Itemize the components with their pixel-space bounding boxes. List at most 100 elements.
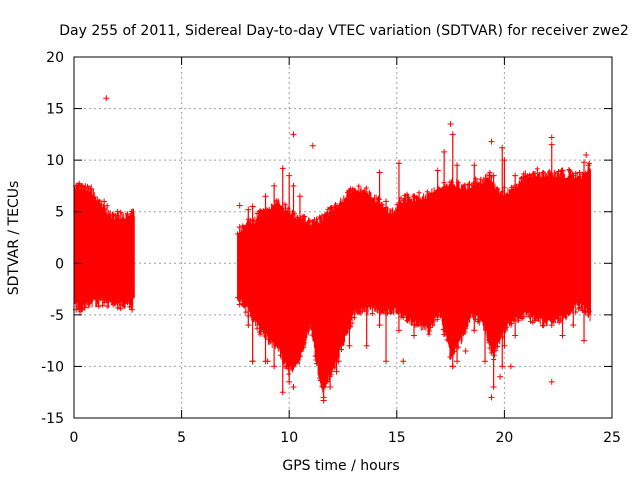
data-point bbox=[301, 344, 307, 350]
y-tick-label: -10 bbox=[41, 359, 64, 375]
data-point bbox=[290, 182, 297, 189]
data-point bbox=[245, 206, 252, 213]
data-point bbox=[243, 309, 249, 315]
data-point bbox=[454, 358, 461, 365]
data-point bbox=[254, 325, 260, 331]
data-point bbox=[424, 189, 430, 195]
data-point bbox=[129, 210, 136, 217]
data-point bbox=[528, 318, 534, 324]
data-point bbox=[333, 224, 340, 231]
data-point bbox=[379, 201, 385, 207]
x-tick-label: 0 bbox=[70, 430, 79, 446]
data-point bbox=[323, 379, 329, 385]
data-point bbox=[581, 159, 588, 166]
data-point bbox=[540, 323, 546, 329]
data-point bbox=[406, 194, 412, 200]
data-point bbox=[309, 322, 316, 329]
data-point bbox=[363, 185, 369, 191]
data-point-outlier bbox=[507, 363, 514, 370]
data-point bbox=[332, 203, 338, 209]
data-point bbox=[427, 328, 433, 334]
y-tick-label: 0 bbox=[55, 256, 64, 272]
data-point bbox=[333, 368, 340, 375]
data-point bbox=[512, 332, 519, 339]
data-point bbox=[585, 162, 592, 169]
data-point bbox=[369, 311, 375, 317]
data-point bbox=[302, 214, 308, 220]
data-point bbox=[466, 315, 472, 321]
data-point bbox=[271, 363, 278, 370]
data-point bbox=[118, 306, 124, 312]
data-point bbox=[118, 209, 124, 215]
data-point bbox=[395, 327, 402, 334]
y-tick-label: -5 bbox=[50, 308, 64, 324]
plot-frame bbox=[73, 56, 613, 419]
data-point bbox=[302, 340, 308, 346]
data-point bbox=[100, 302, 106, 308]
data-point bbox=[426, 331, 432, 337]
data-point bbox=[559, 332, 566, 339]
data-point bbox=[462, 329, 468, 335]
data-point bbox=[236, 301, 243, 308]
data-point bbox=[245, 322, 252, 329]
data-point bbox=[325, 206, 331, 212]
data-point bbox=[320, 224, 327, 231]
data-point bbox=[521, 314, 527, 320]
data-point bbox=[534, 166, 540, 172]
data-point bbox=[411, 193, 418, 200]
data-point bbox=[88, 186, 94, 192]
x-tick-label: 25 bbox=[603, 430, 621, 446]
data-point bbox=[309, 219, 316, 226]
data-point bbox=[532, 318, 538, 324]
data-point bbox=[404, 191, 410, 197]
data-point-outlier bbox=[488, 394, 495, 401]
data-point bbox=[400, 315, 406, 321]
data-point bbox=[296, 353, 303, 360]
data-point-outlier bbox=[103, 95, 110, 102]
data-series bbox=[73, 95, 592, 404]
data-point bbox=[331, 362, 337, 368]
data-point bbox=[515, 317, 521, 323]
data-point bbox=[346, 188, 353, 195]
data-point-outlier bbox=[290, 384, 297, 391]
data-point-outlier bbox=[447, 121, 454, 128]
data-point bbox=[324, 379, 330, 385]
data-point bbox=[577, 170, 583, 176]
data-point bbox=[102, 206, 108, 212]
data-point bbox=[395, 160, 402, 167]
data-point-outlier bbox=[249, 358, 256, 365]
data-point bbox=[327, 384, 334, 391]
data-point bbox=[470, 313, 476, 319]
data-point bbox=[128, 304, 134, 310]
data-point bbox=[548, 322, 555, 329]
data-point bbox=[434, 167, 441, 174]
axis-tick-labels: 0 5 10 15 20 25 -15 -10 -5 0 5 10 15 20 bbox=[41, 50, 621, 446]
data-point bbox=[129, 306, 136, 313]
data-point bbox=[494, 344, 500, 350]
data-point bbox=[441, 317, 448, 324]
data-point bbox=[501, 342, 508, 349]
data-point bbox=[104, 203, 110, 209]
data-point bbox=[527, 314, 533, 320]
data-point bbox=[490, 384, 497, 391]
data-point bbox=[101, 296, 108, 303]
data-point bbox=[267, 336, 273, 342]
data-point bbox=[290, 363, 297, 370]
data-point bbox=[427, 325, 433, 331]
data-point bbox=[559, 167, 566, 174]
data-point bbox=[499, 363, 506, 370]
data-point bbox=[363, 193, 370, 200]
data-point bbox=[441, 148, 448, 155]
data-point bbox=[296, 193, 303, 200]
data-point bbox=[548, 170, 554, 176]
x-tick-label: 20 bbox=[495, 430, 513, 446]
data-point bbox=[411, 332, 418, 339]
data-point bbox=[416, 190, 422, 196]
data-point bbox=[294, 360, 300, 366]
data-point-outlier bbox=[264, 358, 271, 365]
data-point bbox=[383, 358, 390, 365]
data-point bbox=[262, 333, 268, 339]
data-point bbox=[346, 342, 353, 349]
data-point bbox=[555, 168, 561, 174]
